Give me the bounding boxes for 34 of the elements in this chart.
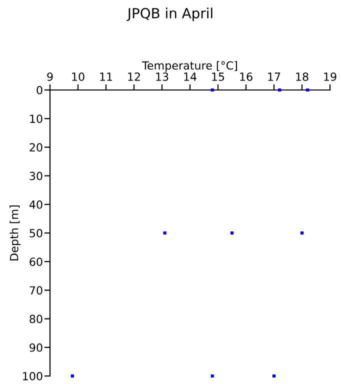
x-tick-label: 9: [47, 72, 53, 81]
point: [306, 88, 310, 92]
x-tick-label: 15: [212, 72, 224, 81]
x-tick-label: 19: [324, 72, 336, 81]
point: [278, 88, 282, 92]
point: [210, 374, 214, 378]
point: [210, 88, 214, 92]
y-tick-label: 0: [36, 86, 42, 94]
point: [70, 374, 74, 378]
y-tick-label: 40: [29, 200, 42, 209]
y-tick-label: 50: [30, 228, 42, 238]
y-tick-label: 30: [30, 172, 42, 180]
x-tick-label: 13: [156, 72, 168, 81]
y-tick-label: 70: [30, 286, 42, 295]
x-tick-label: 14: [184, 72, 196, 81]
chart-title: JPQB in April: [126, 8, 212, 22]
y-tick-label: 100: [23, 372, 42, 380]
point: [272, 374, 276, 378]
x-tick-label: 11: [100, 72, 112, 81]
point: [163, 231, 166, 235]
y-axis-title: Depth [m]: [10, 206, 20, 260]
point: [300, 231, 304, 235]
y-tick-label: 10: [30, 114, 42, 123]
x-tick-label: 18: [296, 72, 308, 81]
x-tick-label: 12: [128, 72, 140, 81]
y-tick-label: 90: [30, 343, 42, 352]
x-tick-label: 16: [240, 72, 252, 81]
y-tick-label: 20: [30, 143, 42, 152]
y-tick-label: 80: [30, 314, 42, 324]
x-tick-label: 10: [72, 72, 84, 81]
point: [230, 231, 234, 235]
x-tick-label: 17: [268, 72, 280, 81]
y-tick-label: 60: [30, 258, 42, 266]
x-axis-title: Temperature [°C]: [142, 61, 237, 72]
